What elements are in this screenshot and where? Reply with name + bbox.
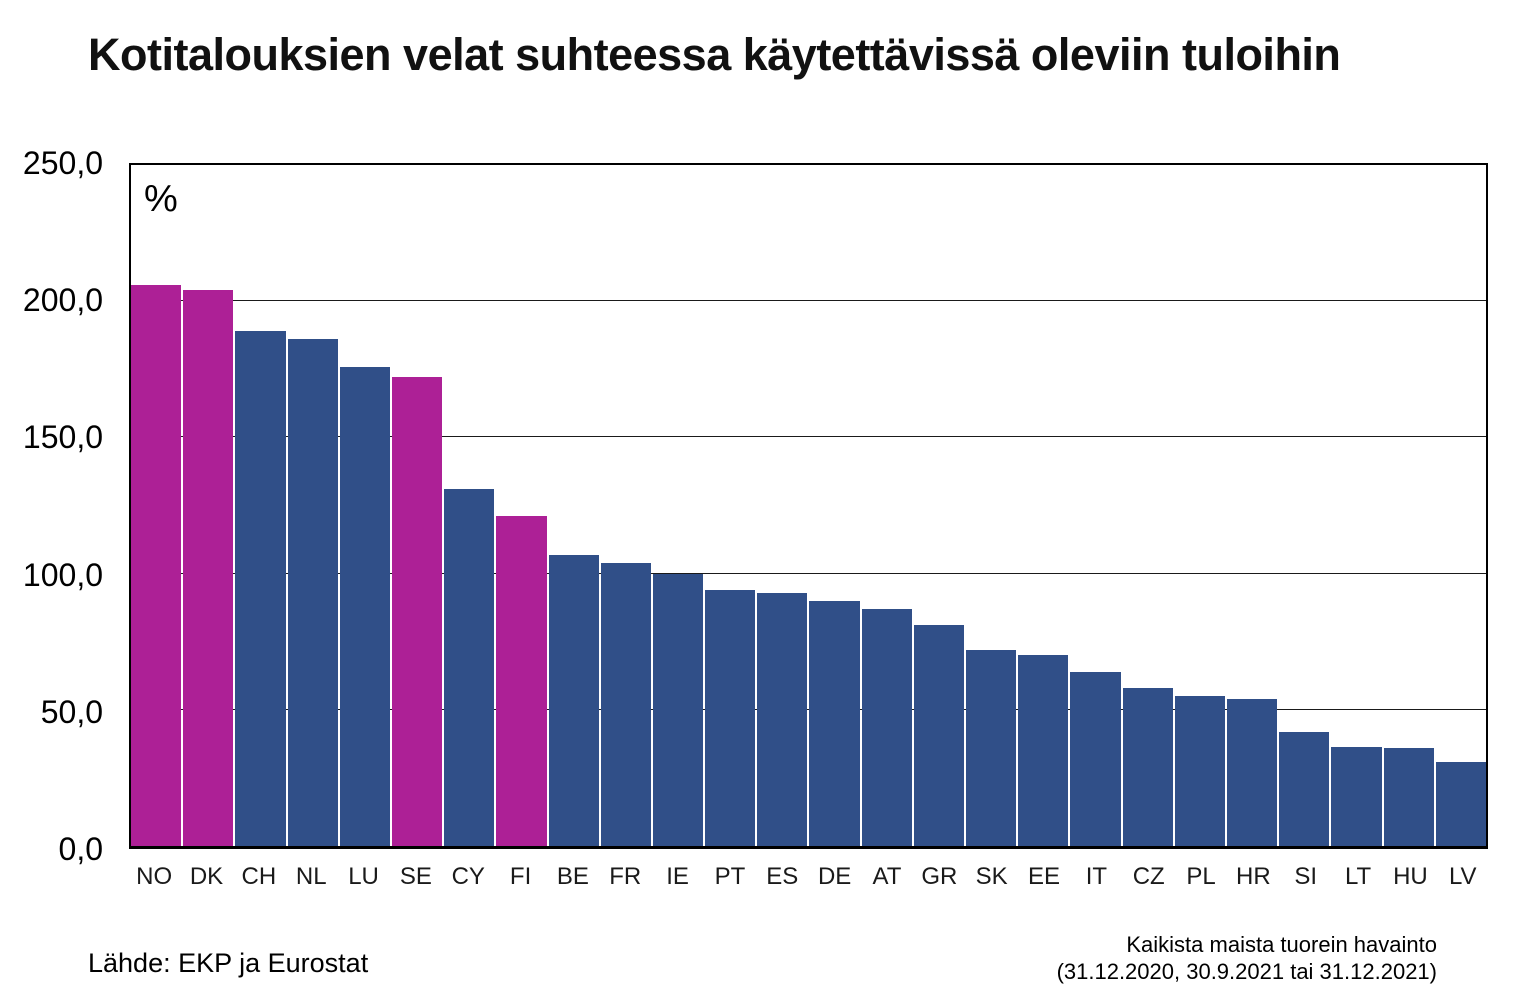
x-tick-label-de: DE — [817, 863, 852, 890]
bar-si — [1279, 731, 1330, 846]
x-tick-label-se: SE — [399, 863, 432, 890]
y-tick-label-150: 150,0 — [22, 419, 103, 456]
gridline-150 — [131, 436, 1486, 438]
y-tick-label-100: 100,0 — [22, 556, 103, 593]
x-tick-label-no: NO — [136, 863, 173, 890]
bar-at — [861, 609, 912, 846]
y-tick-label-50: 50,0 — [40, 693, 103, 730]
observation-note-line1: Kaikista maista tuorein havainto — [1126, 932, 1437, 957]
bar-no — [131, 284, 182, 846]
bar-series — [131, 165, 1486, 846]
source-note: Lähde: EKP ja Eurostat — [88, 948, 369, 978]
bar-ch — [235, 331, 286, 846]
x-tick-label-be: BE — [556, 863, 589, 890]
y-tick-label-0: 0,0 — [58, 831, 103, 867]
bar-fi — [496, 516, 547, 846]
chart-title: Kotitalouksien velat suhteessa käytettäv… — [88, 29, 1341, 80]
bar-cz — [1122, 688, 1173, 846]
x-tick-label-ee: EE — [1028, 863, 1061, 890]
bar-be — [548, 554, 599, 846]
bar-hu — [1383, 747, 1434, 846]
bar-nl — [287, 339, 338, 846]
bar-lv — [1435, 761, 1486, 846]
x-tick-label-at: AT — [872, 863, 902, 890]
bar-de — [809, 600, 860, 846]
bar-sk — [966, 649, 1017, 846]
x-tick-label-hr: HR — [1236, 863, 1271, 890]
bar-it — [1070, 671, 1121, 846]
bar-pl — [1174, 696, 1225, 846]
bar-ee — [1018, 655, 1069, 846]
gridline-50 — [131, 708, 1486, 710]
x-tick-label-lv: LV — [1448, 863, 1477, 890]
bar-lu — [339, 366, 390, 846]
bar-dk — [183, 290, 234, 846]
observation-note-line2: (31.12.2020, 30.9.2021 tai 31.12.2021) — [1056, 959, 1437, 984]
bar-fr — [600, 562, 651, 846]
x-tick-label-gr: GR — [921, 863, 958, 890]
x-tick-label-es: ES — [766, 863, 799, 890]
bar-se — [391, 377, 443, 846]
x-tick-label-it: IT — [1085, 863, 1108, 890]
x-tick-label-ch: CH — [241, 863, 277, 890]
x-tick-label-hu: HU — [1393, 863, 1428, 890]
y-tick-label-250: 250,0 — [22, 145, 103, 181]
x-tick-label-si: SI — [1294, 863, 1318, 890]
bar-pt — [705, 589, 756, 846]
x-tick-label-lt: LT — [1344, 863, 1372, 890]
y-axis-labels: 0,0 50,0 100,0 150,0 200,0 250,0 — [0, 147, 103, 865]
y-axis-unit-label: % — [144, 178, 178, 220]
bar-lt — [1331, 746, 1382, 846]
x-tick-label-lu: LU — [348, 863, 379, 890]
x-tick-label-pl: PL — [1186, 863, 1216, 890]
x-axis-labels: NO DK CH NL LU SE CY FI BE FR IE PT ES DE AT GR SK EE IT CZ… — [129, 864, 1488, 890]
x-tick-label-fi: FI — [509, 863, 532, 890]
bar-ie — [652, 573, 704, 846]
bar-cy — [444, 489, 495, 846]
gridline-100 — [131, 572, 1486, 574]
x-tick-label-fr: FR — [609, 863, 642, 890]
bar-gr — [913, 625, 964, 846]
bar-hr — [1226, 698, 1278, 846]
x-tick-label-cy: CY — [451, 863, 485, 890]
y-tick-label-200: 200,0 — [22, 282, 103, 319]
plot-area: % — [129, 163, 1488, 849]
observation-note: Kaikista maista tuorein havainto (31.12.… — [1057, 931, 1437, 985]
x-tick-label-cz: CZ — [1132, 863, 1165, 890]
x-tick-label-dk: DK — [189, 863, 224, 890]
bar-es — [757, 592, 808, 846]
x-tick-label-ie: IE — [666, 863, 689, 890]
x-tick-label-sk: SK — [975, 863, 1008, 890]
x-tick-label-pt: PT — [714, 863, 746, 890]
x-tick-label-nl: NL — [295, 863, 327, 890]
gridline-200 — [131, 300, 1486, 302]
